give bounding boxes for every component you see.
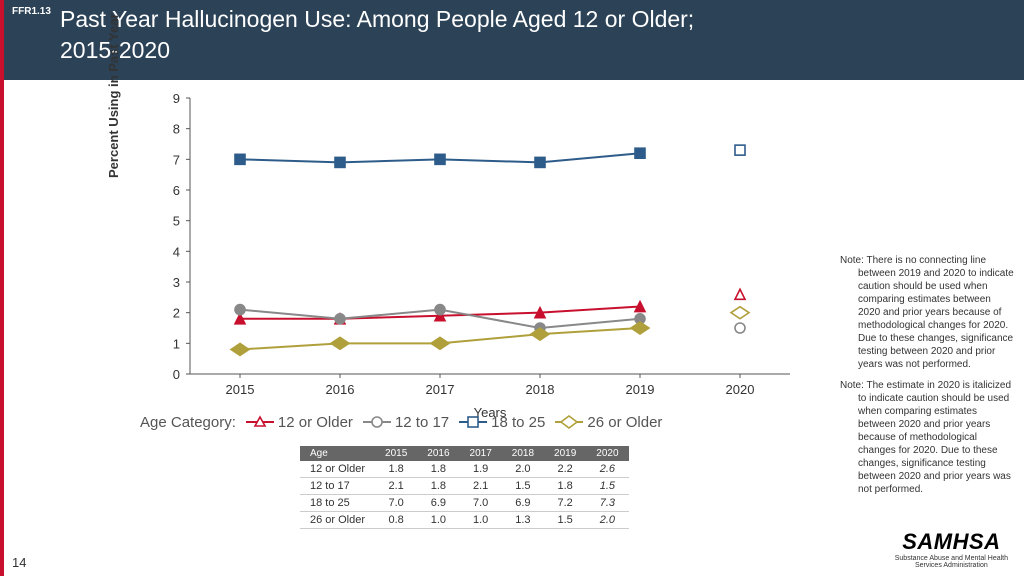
table-row: 18 to 257.06.97.06.97.27.3: [300, 495, 629, 512]
page-title: Past Year Hallucinogen Use: Among People…: [60, 0, 694, 66]
header: FFR1.13 Past Year Hallucinogen Use: Amon…: [4, 0, 1024, 80]
svg-text:9: 9: [173, 94, 180, 106]
accent-bar: [0, 0, 4, 576]
svg-text:0: 0: [173, 367, 180, 382]
legend-item: 18 to 25: [459, 412, 545, 432]
svg-text:4: 4: [173, 244, 180, 259]
svg-text:2: 2: [173, 306, 180, 321]
legend-item: 26 or Older: [555, 412, 662, 432]
legend-item: 12 or Older: [246, 412, 353, 432]
svg-text:8: 8: [173, 122, 180, 137]
note-2: Note: The estimate in 2020 is italicized…: [840, 379, 1014, 496]
ffr-tag: FFR1.13: [4, 0, 60, 17]
line-chart: 0 1 2 3 4 5 6 7 8 9 2015 2016 2017 2018 2019 2020: [120, 94, 800, 404]
samhsa-logo: SAMHSA Substance Abuse and Mental Health…: [895, 529, 1008, 570]
svg-text:7: 7: [173, 152, 180, 167]
svg-text:2018: 2018: [526, 382, 555, 397]
svg-text:2016: 2016: [326, 382, 355, 397]
table-row: 26 or Older0.81.01.01.31.52.0: [300, 512, 629, 529]
svg-text:2020: 2020: [726, 382, 755, 397]
footnotes: Note: There is no connecting line betwee…: [840, 254, 1014, 504]
svg-text:3: 3: [173, 275, 180, 290]
data-table: Age20152016201720182019202012 or Older1.…: [300, 446, 629, 529]
chart-container: Percent Using in Past Year 0123456789201…: [120, 94, 800, 404]
svg-text:2015: 2015: [226, 382, 255, 397]
svg-text:5: 5: [173, 214, 180, 229]
svg-text:1: 1: [173, 336, 180, 351]
svg-text:6: 6: [173, 183, 180, 198]
legend: Age Category: 12 or Older 12 to 17 18 to…: [140, 412, 800, 432]
page-number: 14: [12, 555, 26, 570]
legend-item: 12 to 17: [363, 412, 449, 432]
table-row: 12 to 172.11.82.11.51.81.5: [300, 478, 629, 495]
svg-text:2017: 2017: [426, 382, 455, 397]
note-1: Note: There is no connecting line betwee…: [840, 254, 1014, 371]
table-row: 12 or Older1.81.81.92.02.22.6: [300, 461, 629, 478]
svg-text:2019: 2019: [626, 382, 655, 397]
y-axis-label: Percent Using in Past Year: [106, 14, 121, 179]
